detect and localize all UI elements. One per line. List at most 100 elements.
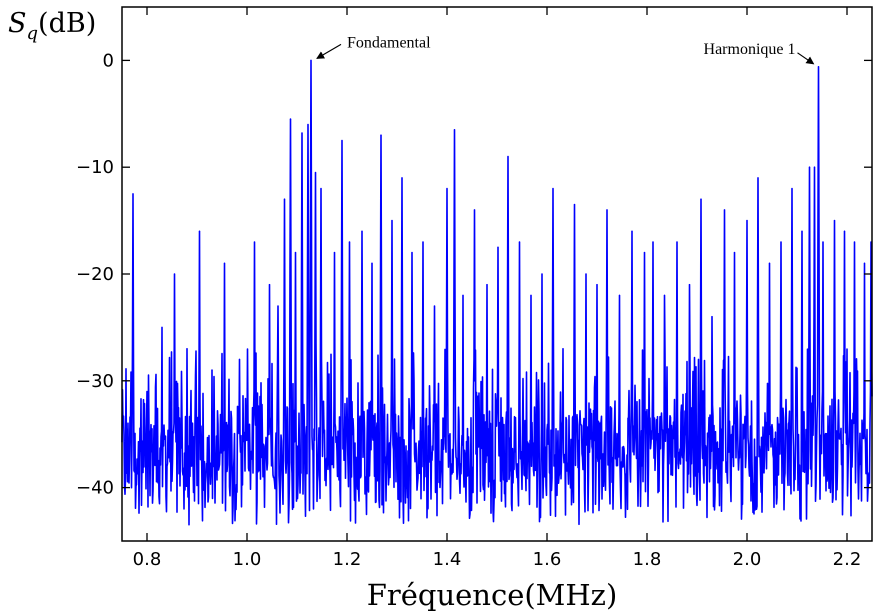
peak-point [688, 284, 691, 286]
peak-point [530, 294, 532, 296]
peak-point [333, 252, 336, 254]
y-tick-label: −30 [76, 371, 114, 392]
peak-point [863, 262, 866, 264]
x-tick-label: 1.8 [633, 549, 662, 570]
peak-point [146, 390, 148, 393]
x-axis-label: Fréquence(MHz) [367, 578, 618, 612]
peak-point [541, 273, 543, 275]
peak-point [843, 230, 846, 232]
peak-point [606, 209, 608, 211]
peak-point [596, 284, 598, 286]
peak-point [433, 305, 436, 307]
peak-point [211, 369, 213, 371]
y-tick-label: −40 [76, 478, 114, 499]
peak-point [453, 129, 456, 131]
peak-point [401, 177, 403, 179]
peak-point [643, 252, 646, 254]
peak-point [663, 294, 666, 296]
annotation-harmonique: Harmonique 1 [704, 41, 796, 58]
peak-point [552, 187, 554, 190]
peak-point [507, 155, 509, 158]
peak-point [768, 262, 771, 264]
peak-point [700, 198, 702, 200]
peak-point [371, 262, 373, 264]
peak-point [486, 284, 488, 286]
peak-point [380, 134, 382, 136]
peak-point [411, 252, 413, 254]
peak-point [314, 171, 317, 174]
plot-area: 0.8 1.0 1.2 1.4 1.6 1.8 2.0 2.2 0 −10 −20 −30 −40 Fo… [76, 6, 873, 570]
y-tick-label: 0 [103, 50, 114, 71]
peak-point [173, 273, 176, 275]
peak-point [562, 348, 564, 350]
peak-point [361, 230, 363, 232]
peak-point [348, 241, 351, 243]
peak-point [161, 326, 163, 328]
peak-point [132, 193, 134, 195]
peak-point [307, 123, 309, 126]
peak-point [320, 187, 322, 190]
annotation-fondamental: Fondamental [347, 34, 431, 51]
y-axis-label-unit: (dB) [38, 8, 96, 39]
y-axis-label-symbol: S [8, 8, 27, 39]
peak-point [518, 241, 521, 243]
y-axis-label-subscript: q [27, 23, 39, 44]
peak-point [631, 230, 633, 232]
peak-point [198, 230, 201, 232]
peak-point [283, 198, 286, 200]
x-tick-label: 0.8 [133, 549, 162, 570]
y-axis-label: Sq(dB) [8, 8, 96, 44]
x-tick-label: 2.0 [733, 549, 762, 570]
plot-frame [121, 6, 873, 542]
x-tick-label: 1.4 [433, 549, 462, 570]
y-tick-label: −20 [76, 264, 114, 285]
peak-point [391, 220, 393, 222]
annotation-arrow-fondamental [316, 43, 342, 59]
peak-point [446, 187, 448, 190]
peak-point [618, 294, 621, 296]
peak-point [780, 241, 782, 243]
peak-point [791, 187, 793, 190]
peak-point [497, 246, 499, 248]
peak-point [813, 166, 816, 168]
peak-point [310, 59, 312, 62]
peak-point [462, 294, 464, 296]
peak-point [422, 241, 424, 243]
peak-point [822, 241, 824, 243]
peak-point [723, 209, 726, 211]
tick-layer: 0.8 1.0 1.2 1.4 1.6 1.8 2.0 2.2 0 −10 −20 −30 −40 [76, 7, 872, 570]
peak-point [473, 209, 476, 211]
series-line [121, 59, 873, 526]
peak-point [341, 139, 343, 142]
peak-point [294, 252, 297, 254]
series-layer [121, 59, 873, 526]
peak-point [223, 262, 226, 264]
y-tick-label: −10 [76, 157, 114, 178]
peak-point [289, 118, 292, 120]
peak-point [808, 166, 811, 168]
peak-point [573, 203, 576, 206]
peak-point [853, 241, 856, 243]
peak-point [817, 66, 820, 68]
peak-point [277, 305, 279, 307]
peak-point [833, 220, 836, 222]
annotation-layer: Fondamental Harmonique 1 [316, 34, 815, 65]
peak-point [253, 241, 256, 243]
peak-point [746, 220, 748, 222]
peak-point [676, 241, 678, 243]
peak-point [757, 177, 759, 179]
peak-point [801, 230, 803, 232]
peak-point [238, 358, 241, 361]
peak-point [186, 348, 188, 350]
peak-point [652, 241, 654, 243]
peak-point [268, 284, 271, 286]
x-tick-label: 1.2 [333, 549, 362, 570]
x-tick-label: 1.0 [233, 549, 262, 570]
peak-point [711, 316, 713, 318]
peak-point [585, 273, 587, 275]
peak-point [733, 252, 736, 254]
annotation-arrow-harmonique [797, 52, 815, 65]
x-tick-label: 2.2 [833, 549, 862, 570]
peak-point [301, 132, 303, 134]
